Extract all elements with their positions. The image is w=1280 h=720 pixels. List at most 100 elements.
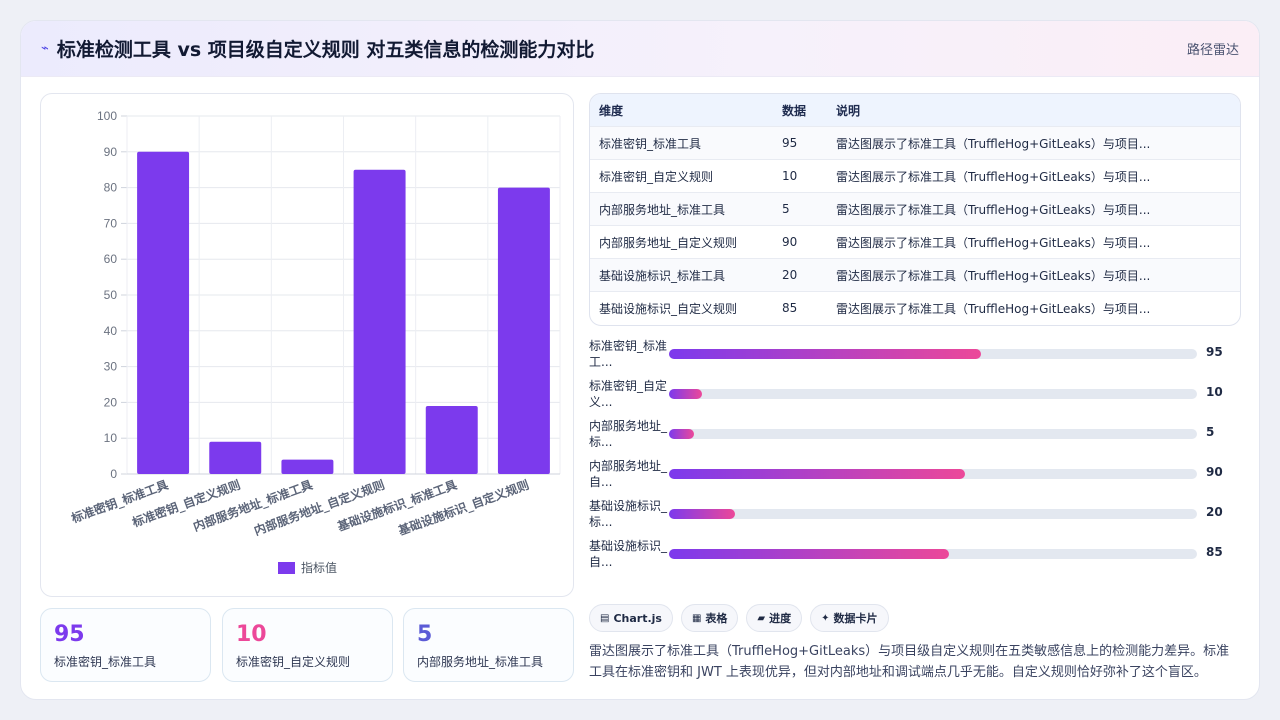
bar xyxy=(209,441,262,474)
y-tick-label: 50 xyxy=(104,288,118,302)
progress-fill xyxy=(669,509,735,519)
chip-table[interactable]: ▦ 表格 xyxy=(680,604,739,632)
table-row: 基础设施标识_标准工具 20 雷达图展示了标准工具（TruffleHog+Git… xyxy=(590,258,1240,291)
stat-value: 10 xyxy=(236,622,267,647)
header-tag: 路径雷达 xyxy=(1186,43,1239,58)
progress-fill xyxy=(669,549,949,559)
table-row: 内部服务地址_自定义规则 90 雷达图展示了标准工具（TruffleHog+Gi… xyxy=(590,225,1240,258)
progress-value: 90 xyxy=(1206,465,1223,479)
progress-row: 基础设施标识_标... 20 xyxy=(589,496,1241,536)
progress-label: 标准密钥_自定义... xyxy=(589,379,668,409)
dashboard-card: ⌁ 标准检测工具 vs 项目级自定义规则 对五类信息的检测能力对比 路径雷达 0… xyxy=(20,20,1260,700)
progress-label: 基础设施标识_自... xyxy=(589,539,668,569)
chart-icon: ▤ xyxy=(600,612,610,624)
bar-chart-panel: 0 10 20 30 40 50 60 70 80 90 100 标准密钥_标准工具 标准密钥_自定义规… xyxy=(40,93,574,597)
y-tick-label: 0 xyxy=(110,467,117,481)
progress-value: 95 xyxy=(1206,345,1223,359)
x-tick-label: 基础设施标识_自定义规则 xyxy=(395,477,531,540)
bar xyxy=(281,459,334,474)
progress-label: 基础设施标识_标... xyxy=(589,499,668,529)
data-table: 维度 数据 说明 标准密钥_标准工具 95 雷达图展示了标准工具（Truffle… xyxy=(589,93,1241,326)
y-tick-label: 90 xyxy=(104,145,118,159)
table-cell: 90 xyxy=(782,235,798,249)
table-cell: 内部服务地址_自定义规则 xyxy=(599,235,738,250)
progress-row: 标准密钥_标准工... 95 xyxy=(589,336,1241,376)
table-cell: 内部服务地址_标准工具 xyxy=(599,202,726,217)
progress-fill xyxy=(669,389,702,399)
progress-track xyxy=(669,469,1197,479)
table-cell: 5 xyxy=(782,202,790,216)
progress-label: 内部服务地址_标... xyxy=(589,419,668,449)
table-cell: 85 xyxy=(782,301,798,315)
x-tick-label: 内部服务地址_自定义规则 xyxy=(252,477,387,539)
progress-row: 内部服务地址_自... 90 xyxy=(589,456,1241,496)
chip-label: 进度 xyxy=(769,612,792,625)
table-cell: 标准密钥_自定义规则 xyxy=(599,169,714,184)
progress-value: 20 xyxy=(1206,505,1223,519)
table-cell: 雷达图展示了标准工具（TruffleHog+GitLeaks）与项目... xyxy=(836,169,1151,184)
radar-icon: ⌁ xyxy=(41,41,49,56)
stat-label: 标准密钥_自定义规则 xyxy=(236,655,351,669)
progress-fill xyxy=(669,469,965,479)
bar xyxy=(353,169,406,474)
progress-value: 10 xyxy=(1206,385,1223,399)
table-cell: 95 xyxy=(782,136,798,150)
progress-icon: ▰ xyxy=(757,612,766,624)
progress-label: 内部服务地址_自... xyxy=(589,459,668,489)
table-cell: 20 xyxy=(782,268,798,282)
chip-data-card[interactable]: ✦ 数据卡片 xyxy=(810,604,889,632)
sparkle-icon: ✦ xyxy=(821,612,830,624)
table-row: 标准密钥_标准工具 95 雷达图展示了标准工具（TruffleHog+GitLe… xyxy=(590,126,1240,159)
stat-value: 5 xyxy=(417,622,433,647)
y-tick-label: 40 xyxy=(104,324,118,338)
progress-value: 85 xyxy=(1206,545,1223,559)
table-row: 基础设施标识_自定义规则 85 雷达图展示了标准工具（TruffleHog+Gi… xyxy=(590,291,1240,324)
table-cell: 基础设施标识_标准工具 xyxy=(599,268,726,283)
progress-track xyxy=(669,549,1197,559)
table-cell: 雷达图展示了标准工具（TruffleHog+GitLeaks）与项目... xyxy=(836,235,1151,250)
table-header-cell: 维度 xyxy=(599,103,624,118)
y-tick-label: 30 xyxy=(104,360,118,374)
stat-label: 标准密钥_标准工具 xyxy=(54,655,157,669)
table-header-cell: 数据 xyxy=(782,103,807,118)
chip-progress[interactable]: ▰ 进度 xyxy=(746,604,803,632)
progress-track xyxy=(669,429,1197,439)
legend-swatch xyxy=(278,562,295,574)
table-row: 内部服务地址_标准工具 5 雷达图展示了标准工具（TruffleHog+GitL… xyxy=(590,192,1240,225)
bar xyxy=(425,405,478,474)
header-bar: ⌁ 标准检测工具 vs 项目级自定义规则 对五类信息的检测能力对比 路径雷达 xyxy=(21,21,1259,77)
stat-card: 95 标准密钥_标准工具 xyxy=(40,608,211,682)
y-tick-label: 20 xyxy=(104,395,118,409)
progress-label: 标准密钥_标准工... xyxy=(589,339,668,369)
table-cell: 雷达图展示了标准工具（TruffleHog+GitLeaks）与项目... xyxy=(836,268,1151,283)
table-cell: 雷达图展示了标准工具（TruffleHog+GitLeaks）与项目... xyxy=(836,301,1151,316)
y-tick-label: 60 xyxy=(104,252,118,266)
description-text: 雷达图展示了标准工具（TruffleHog+GitLeaks）与项目级自定义规则… xyxy=(589,644,1230,680)
table-icon: ▦ xyxy=(691,612,702,624)
bar-chart: 0102030405060708090100标准密钥_标准工具标准密钥_自定义规… xyxy=(68,109,561,575)
progress-fill xyxy=(669,349,981,359)
bar xyxy=(497,187,550,474)
progress-list: 标准密钥_标准工... 95 标准密钥_自定义... 10 内部服务地址_标..… xyxy=(589,336,1241,576)
table-header-row: 维度 数据 说明 xyxy=(590,94,1240,126)
progress-track xyxy=(669,349,1197,359)
stat-card: 10 标准密钥_自定义规则 xyxy=(222,608,393,682)
progress-value: 5 xyxy=(1206,425,1215,439)
table-row: 标准密钥_自定义规则 10 雷达图展示了标准工具（TruffleHog+GitL… xyxy=(590,159,1240,192)
table-header-cell: 说明 xyxy=(836,103,861,118)
table-cell: 基础设施标识_自定义规则 xyxy=(599,301,738,316)
y-tick-label: 80 xyxy=(104,181,118,195)
progress-track xyxy=(669,389,1197,399)
bar xyxy=(137,151,190,475)
chip-label: 表格 xyxy=(705,612,728,625)
chip-label: Chart.js xyxy=(613,611,662,625)
stat-card: 5 内部服务地址_标准工具 xyxy=(403,608,574,682)
chip-label: 数据卡片 xyxy=(833,612,878,625)
table-cell: 10 xyxy=(782,169,798,183)
progress-fill xyxy=(669,429,695,439)
progress-row: 内部服务地址_标... 5 xyxy=(589,416,1241,456)
tech-chips: ▤ Chart.js ▦ 表格 ▰ 进度 ✦ 数据卡片 xyxy=(589,604,889,632)
table-cell: 标准密钥_标准工具 xyxy=(599,136,702,151)
chip-chartjs[interactable]: ▤ Chart.js xyxy=(589,604,673,632)
y-tick-label: 100 xyxy=(97,109,117,123)
